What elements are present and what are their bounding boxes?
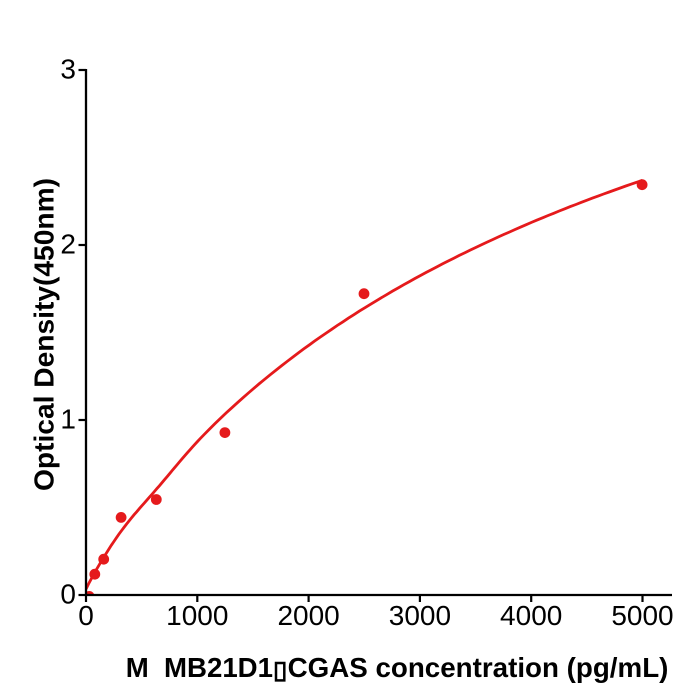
svg-text:3000: 3000	[389, 600, 451, 631]
svg-text:2000: 2000	[277, 600, 339, 631]
svg-text:1: 1	[60, 404, 76, 435]
svg-text:4000: 4000	[500, 600, 562, 631]
svg-text:5000: 5000	[611, 600, 673, 631]
svg-text:3: 3	[60, 54, 76, 85]
svg-text:M MB21D1: M MB21D1	[126, 652, 273, 683]
svg-text:Optical Density(450nm): Optical Density(450nm)	[29, 178, 60, 491]
svg-text:0: 0	[60, 579, 76, 610]
svg-text:2: 2	[60, 229, 76, 260]
svg-text:0: 0	[78, 600, 94, 631]
svg-text:CGAS concentration (pg/mL): CGAS concentration (pg/mL)	[288, 652, 669, 683]
svg-text:1000: 1000	[166, 600, 228, 631]
